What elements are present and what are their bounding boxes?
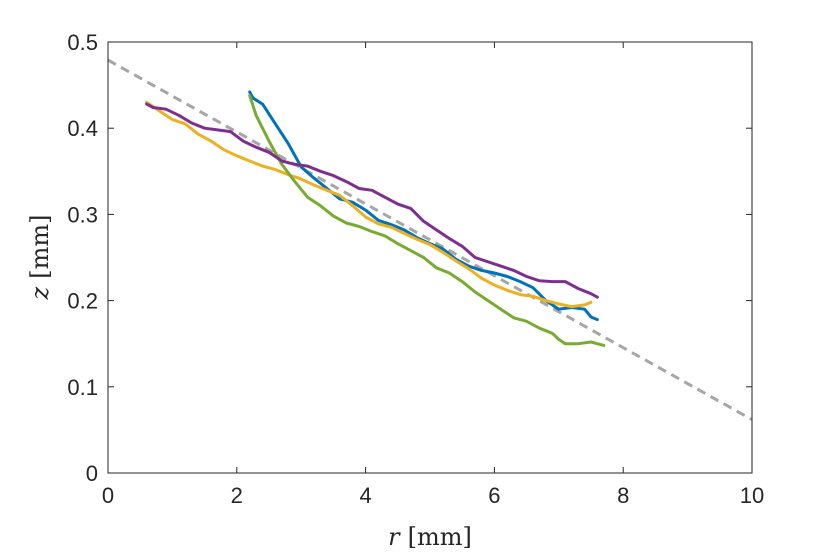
- plot-background: [108, 42, 752, 473]
- x-axis-label: r [mm]: [388, 523, 472, 551]
- y-tick-label: 0.5: [67, 30, 98, 55]
- series-line-2: [145, 100, 593, 309]
- tick-layer: 0 2 4 6 8 10 0 0.1 0.2 0.3 0.4 0.5: [67, 30, 764, 508]
- y-axis-variable: z: [26, 286, 54, 300]
- x-tick-label: 4: [359, 483, 371, 508]
- y-tick-label: 0.2: [67, 289, 98, 314]
- y-tick-label: 0.3: [67, 202, 98, 227]
- fit-line: [108, 58, 752, 421]
- y-tick-label: 0.1: [67, 375, 98, 400]
- y-tick-label: 0.4: [67, 116, 98, 141]
- series-layer: [108, 58, 752, 421]
- x-tick-label: 8: [617, 483, 629, 508]
- y-axis-unit: [mm]: [26, 215, 54, 279]
- x-tick-label: 10: [740, 483, 764, 508]
- plot-frame: [107, 41, 753, 474]
- y-axis-label: z [mm]: [26, 215, 54, 301]
- series-line-4: [145, 102, 599, 299]
- x-tick-label: 0: [102, 483, 114, 508]
- x-axis-unit: [mm]: [408, 523, 472, 551]
- x-tick-label: 2: [231, 483, 243, 508]
- x-tick-label: 6: [488, 483, 500, 508]
- y-tick-label: 0: [86, 461, 98, 486]
- x-axis-variable: r: [388, 523, 401, 551]
- series-line-3: [248, 93, 606, 347]
